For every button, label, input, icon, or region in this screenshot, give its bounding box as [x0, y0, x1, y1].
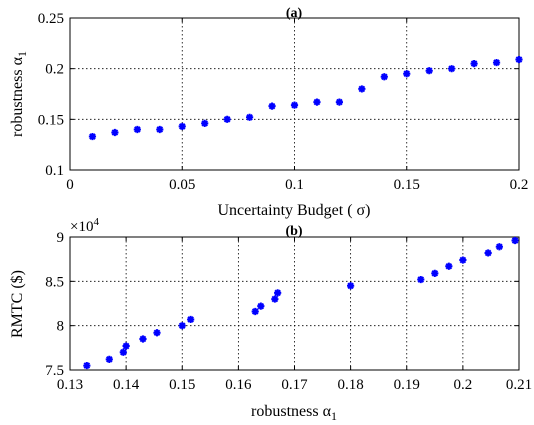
data-point — [495, 243, 503, 251]
panel-b-x-axis-label: robustness α1 — [251, 403, 337, 423]
panel-b-data-points — [83, 236, 519, 370]
x-tick-label: 0.15 — [169, 377, 195, 393]
x-tick-label: 0.19 — [394, 377, 420, 393]
x-tick-label: 0.17 — [281, 377, 308, 393]
data-point — [133, 125, 141, 134]
x-tick-label: 0.2 — [510, 177, 529, 193]
x-tick-label: 0.16 — [225, 377, 252, 393]
data-point — [271, 295, 279, 303]
panel-a: 0 0.05 0.1 0.15 0.2 0.1 0.15 0.2 0.25 (a) Uncert… — [9, 6, 528, 219]
data-point — [358, 85, 366, 93]
y-tick-label: 0.1 — [45, 163, 64, 179]
data-point — [425, 67, 433, 75]
panel-a-x-axis-label: Uncertainty Budget ( σ) — [217, 202, 370, 219]
panel-b-axes-box — [69, 236, 520, 371]
x-tick-label: 0.21 — [506, 377, 532, 393]
data-point — [431, 269, 439, 277]
data-point — [139, 335, 147, 343]
data-point — [417, 275, 425, 284]
x-tick-label: 0.2 — [454, 377, 473, 393]
data-point — [515, 55, 523, 64]
panel-b-x-axis-label-subscript: 1 — [331, 409, 337, 423]
data-point — [122, 342, 130, 350]
data-point — [153, 329, 161, 337]
x-tick-label: 0.1 — [285, 177, 304, 193]
data-point — [290, 101, 299, 109]
y-tick-label: 0.2 — [45, 62, 64, 78]
data-point — [492, 58, 501, 67]
data-point — [111, 128, 119, 137]
data-point — [347, 282, 355, 290]
data-point — [246, 113, 254, 121]
panel-b-title: (b) — [285, 224, 302, 239]
panel-a-ticks: 0 0.05 0.1 0.15 0.2 0.1 0.15 0.2 0.25 — [38, 11, 529, 193]
data-point — [156, 125, 164, 134]
data-point — [511, 236, 519, 245]
data-point — [313, 98, 321, 106]
data-point — [459, 256, 467, 264]
data-point — [187, 315, 195, 324]
data-point — [470, 60, 478, 68]
data-point — [88, 132, 97, 141]
y-tick-label: 8.5 — [45, 274, 64, 290]
data-point — [105, 355, 113, 363]
panel-a-y-axis-label-subscript: 1 — [15, 51, 29, 57]
data-point — [201, 119, 209, 127]
data-point — [445, 262, 453, 270]
x-tick-label: 0.05 — [169, 177, 195, 193]
panel-b-y-multiplier-exponent: 4 — [93, 216, 99, 228]
y-tick-label: 0.15 — [38, 112, 64, 128]
panel-b-y-multiplier-base: ×10 — [70, 219, 93, 235]
panel-a-data-points — [88, 55, 523, 141]
panel-b-gridlines — [70, 237, 519, 370]
panel-b: 0.13 0.14 0.15 0.16 0.17 0.18 0.19 0.2 0.21 7.5 8 8… — [9, 216, 532, 423]
data-point — [223, 115, 231, 123]
panel-a-y-axis-label: robustness α1 — [9, 51, 29, 137]
data-point — [274, 289, 282, 297]
data-point — [251, 307, 259, 316]
y-tick-label: 8 — [57, 319, 65, 335]
y-tick-label: 9 — [57, 230, 65, 246]
y-tick-label: 7.5 — [45, 363, 64, 379]
panel-a-axes-box — [69, 17, 520, 171]
panel-b-y-axis-label: RMTC ($) — [9, 270, 26, 338]
panel-b-x-axis-label-main: robustness α — [251, 403, 332, 420]
x-tick-label: 0.13 — [57, 377, 83, 393]
data-point — [119, 348, 127, 356]
panel-a-gridlines — [70, 18, 519, 170]
data-point — [268, 102, 276, 110]
data-point — [380, 73, 388, 81]
panel-b-y-multiplier: ×104 — [70, 216, 99, 235]
data-point — [403, 70, 411, 78]
panel-a-title: (a) — [286, 6, 303, 21]
data-point — [448, 65, 456, 73]
data-point — [335, 98, 343, 106]
data-point — [178, 322, 186, 330]
y-tick-label: 0.25 — [38, 11, 64, 27]
x-tick-label: 0.14 — [113, 377, 140, 393]
x-tick-label: 0 — [66, 177, 74, 193]
data-point — [484, 249, 492, 257]
data-point — [178, 122, 186, 131]
x-tick-label: 0.18 — [338, 377, 364, 393]
x-tick-label: 0.15 — [394, 177, 420, 193]
panel-a-y-axis-label-main: robustness α — [9, 56, 26, 137]
panel-b-ticks: 0.13 0.14 0.15 0.16 0.17 0.18 0.19 0.2 0.21 7.5 8 8… — [45, 230, 532, 393]
data-point — [83, 361, 91, 370]
data-point — [257, 302, 265, 310]
